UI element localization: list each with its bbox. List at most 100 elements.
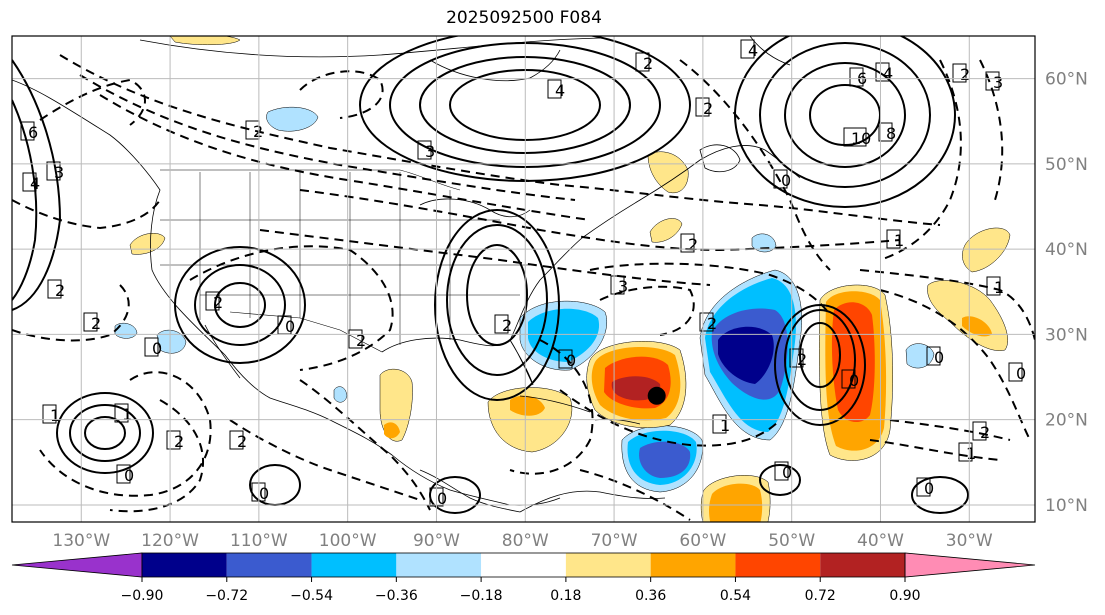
contour-label-bg	[558, 349, 573, 369]
contour-label-bg	[952, 63, 967, 83]
colorbar-tick-label: −0.72	[205, 588, 248, 604]
lon-tick-label: 70°W	[591, 531, 638, 551]
contour-ring	[784, 62, 906, 168]
contour-label-bg	[680, 233, 695, 253]
contour-label: 2	[688, 235, 698, 254]
hudson-bay	[429, 49, 561, 82]
neg-anomaly-patch	[266, 106, 319, 132]
colorbar-tick-label: 0.54	[720, 588, 751, 604]
neg-anomaly-patch	[639, 441, 691, 478]
colorbar-segment	[311, 553, 397, 577]
contour-label-bg	[205, 291, 220, 311]
florida	[509, 339, 534, 386]
contour-label-bg	[417, 140, 432, 160]
contour-label-bg	[958, 442, 973, 462]
contour-label: 1	[720, 416, 730, 435]
contour-ring	[69, 404, 141, 462]
contour-label: 3	[54, 163, 64, 182]
contour-label-bg	[972, 421, 987, 441]
lat-axis-labels: 60°N 50°N 40°N 30°N 20°N 10°N	[1045, 70, 1088, 516]
contour-ring	[784, 309, 856, 411]
contour-label: 2	[707, 314, 717, 333]
graticule	[12, 36, 1035, 522]
dashed-contours	[12, 54, 1035, 521]
contour-label: 0	[924, 479, 934, 498]
lat-tick-label: 40°N	[1045, 240, 1088, 260]
contour-label: 3	[618, 277, 628, 296]
contour-label-bg	[166, 430, 181, 450]
contour-label-bg	[699, 312, 714, 332]
contour-label: 2	[356, 331, 366, 350]
contour-label-bg	[42, 404, 57, 424]
contour-line	[299, 70, 384, 119]
contour-ring	[799, 322, 841, 388]
lon-tick-label: 130°W	[52, 531, 110, 551]
lat-tick-label: 20°N	[1045, 411, 1088, 431]
contour-label: 2	[174, 432, 184, 451]
contour-label-bg	[547, 79, 562, 99]
contour-label: 4	[30, 174, 40, 193]
colorbar-tick-label: 0.72	[805, 588, 836, 604]
contour-line	[579, 469, 691, 521]
contour-ring	[434, 209, 560, 401]
contour-ring	[446, 224, 548, 376]
map-title: 2025092500 F084	[446, 8, 602, 28]
pos-anomaly-patch	[831, 302, 875, 423]
contour-label-bg	[849, 67, 864, 87]
cuba	[519, 395, 591, 413]
contour-ring	[774, 304, 866, 426]
neg-anomaly-patch	[718, 326, 774, 384]
contour-label: 1	[894, 231, 904, 250]
contour-label-bg	[1008, 362, 1023, 382]
contour-label: 0	[152, 339, 162, 358]
pos-anomaly-patch	[129, 233, 166, 255]
contour-line	[299, 379, 431, 511]
contour-label: 8	[886, 124, 896, 143]
contour-label: 0	[934, 348, 944, 367]
colorbar-segment	[820, 553, 905, 577]
lon-tick-label: 30°W	[946, 531, 993, 551]
lat-tick-label: 10°N	[1045, 496, 1088, 516]
lat-tick-label: 50°N	[1045, 155, 1088, 175]
contour-label: 0	[849, 371, 859, 390]
pos-anomaly-patch	[384, 422, 400, 439]
colorbar-segment	[565, 553, 651, 577]
colorbar-extend-low	[11, 552, 143, 578]
state-lines	[160, 172, 530, 345]
colorbar-tick-label: −0.54	[290, 588, 333, 604]
contour-label: 1	[966, 444, 976, 463]
lon-tick-label: 50°W	[768, 531, 815, 551]
contour-label: 0	[1016, 364, 1026, 383]
contour-line	[229, 419, 421, 501]
anomaly-shading	[114, 36, 1011, 522]
lon-tick-label: 90°W	[413, 531, 460, 551]
contour-label-bg	[20, 121, 35, 141]
contour-label-bg	[635, 52, 650, 72]
newfoundland	[699, 144, 741, 173]
contour-label-bg	[886, 229, 901, 249]
colorbar-tick-label: −0.18	[460, 588, 503, 604]
contour-ring	[734, 36, 956, 208]
south-america	[519, 490, 666, 513]
lon-tick-label: 100°W	[319, 531, 377, 551]
contour-ring	[174, 246, 306, 364]
contour-label-bg	[841, 369, 856, 389]
contour-label: 10	[851, 129, 871, 148]
contour-label: 0	[782, 463, 792, 482]
contour-line	[99, 94, 591, 221]
contour-label: 4	[883, 64, 893, 83]
colorbar-tick-label: 0.36	[635, 588, 666, 604]
colorbar-segment	[735, 553, 821, 577]
contour-label-bg	[610, 275, 625, 295]
contour-label: 3	[425, 142, 435, 161]
us-mexico-border	[229, 311, 383, 353]
colorbar-tick-label: 0.18	[550, 588, 581, 604]
colorbar-tick-label: 0.90	[889, 588, 920, 604]
contour-label: 1	[50, 406, 60, 425]
contour-label: 1	[122, 405, 132, 424]
contour-line	[509, 339, 594, 475]
contour-line	[259, 229, 711, 286]
contour-label: 2	[237, 432, 247, 451]
lon-tick-label: 120°W	[141, 531, 199, 551]
